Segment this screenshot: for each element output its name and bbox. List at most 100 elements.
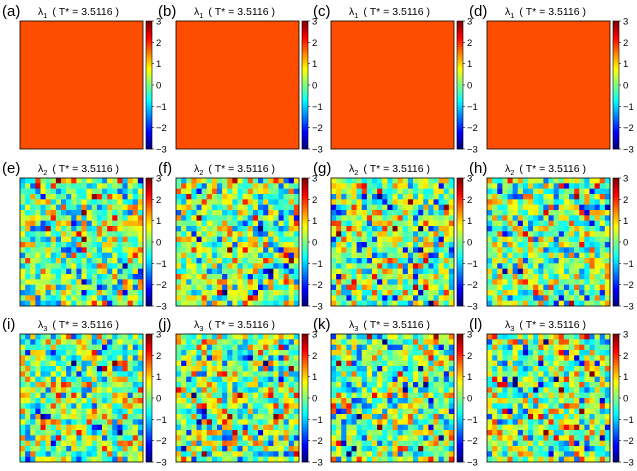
heatmap-cell xyxy=(372,236,378,243)
heatmap-cell xyxy=(418,279,424,285)
colorbar-swatch xyxy=(302,284,308,287)
heatmap-cell xyxy=(397,344,404,351)
heatmap-cell xyxy=(283,290,290,296)
colorbar-swatch xyxy=(302,49,308,52)
heatmap-cell xyxy=(50,279,57,285)
heatmap-cell xyxy=(528,220,534,227)
heatmap-cell xyxy=(122,247,128,253)
colorbar-swatch xyxy=(302,252,308,255)
heatmap-cell xyxy=(112,263,118,269)
heatmap-cell xyxy=(438,419,445,425)
heatmap-cell xyxy=(497,210,503,216)
heatmap-cell xyxy=(433,220,439,227)
heatmap-cell xyxy=(127,300,134,307)
heatmap-cell xyxy=(346,247,352,253)
heatmap-cell xyxy=(50,178,57,184)
heatmap-cell xyxy=(35,252,41,259)
heatmap-cell xyxy=(127,226,134,232)
heatmap-cell xyxy=(127,210,134,216)
heatmap-cell xyxy=(517,290,524,296)
heatmap-cell xyxy=(40,430,46,436)
heatmap-cell xyxy=(574,204,580,211)
colorbar-swatch xyxy=(146,63,152,66)
heatmap-cell xyxy=(117,451,123,457)
heatmap-cell xyxy=(407,382,414,388)
heatmap-cell xyxy=(45,194,52,200)
heatmap-cell xyxy=(433,210,439,216)
heatmap-cell xyxy=(201,344,208,351)
heatmap-cell xyxy=(40,376,46,383)
heatmap-cell xyxy=(137,199,144,205)
heatmap-cell xyxy=(252,183,259,189)
heatmap-cell xyxy=(45,220,52,227)
colorbar-swatch xyxy=(613,224,619,227)
colorbar-swatch xyxy=(146,192,152,195)
heatmap-cell xyxy=(356,446,363,452)
heatmap-cell xyxy=(45,247,52,253)
heatmap-cell xyxy=(377,284,383,291)
heatmap-cell xyxy=(278,178,284,184)
heatmap-cell xyxy=(217,371,223,377)
heatmap-cell xyxy=(206,360,213,367)
heatmap-cell xyxy=(428,188,434,195)
title-index: 1 xyxy=(354,11,358,20)
heatmap-cell xyxy=(443,236,450,243)
heatmap-cell xyxy=(211,274,218,280)
heatmap-cell xyxy=(107,451,113,457)
heatmap-cell xyxy=(201,183,208,189)
heatmap-cell xyxy=(487,178,493,184)
heatmap-cell xyxy=(66,334,72,340)
heatmap-cell xyxy=(176,360,182,367)
heatmap-cell xyxy=(336,398,342,404)
heatmap-cell xyxy=(512,290,519,296)
heatmap-cell xyxy=(96,194,103,200)
heatmap-cell xyxy=(55,194,62,200)
colorbar-swatch xyxy=(457,382,463,385)
heatmap-cell xyxy=(594,252,601,259)
colorbar-tick-label: 0 xyxy=(467,394,472,405)
heatmap-cell xyxy=(382,274,388,280)
heatmap-cell xyxy=(599,231,606,237)
heatmap-cell xyxy=(433,268,439,275)
colorbar-swatch xyxy=(146,47,152,50)
heatmap-cell xyxy=(191,279,197,285)
heatmap-cell xyxy=(413,252,419,259)
heatmap-cell xyxy=(61,220,67,227)
heatmap-cell xyxy=(186,231,192,237)
heatmap-cell xyxy=(366,371,373,377)
heatmap-cell xyxy=(217,226,223,232)
heatmap-cell xyxy=(604,247,611,253)
heatmap-cell xyxy=(382,300,388,307)
heatmap-cell xyxy=(91,178,98,184)
heatmap-cell xyxy=(392,387,398,393)
heatmap-cell xyxy=(522,290,529,296)
heatmap-cell xyxy=(107,419,113,425)
heatmap-cell xyxy=(413,451,419,457)
heatmap-cell xyxy=(448,295,455,301)
heatmap-cell xyxy=(288,344,295,351)
heatmap-cell xyxy=(372,344,378,351)
heatmap-cell xyxy=(366,284,373,291)
title-lambda: λ xyxy=(349,319,355,331)
heatmap-cell xyxy=(263,435,269,441)
heatmap-cell xyxy=(341,258,347,264)
heatmap-cell xyxy=(341,430,347,436)
colorbar-tick-label: 1 xyxy=(623,59,628,70)
heatmap-cell xyxy=(448,371,455,377)
heatmap-cell xyxy=(45,430,52,436)
heatmap-cell xyxy=(443,435,450,441)
heatmap-cell xyxy=(397,210,404,216)
heatmap-cell xyxy=(507,263,513,269)
heatmap-cell xyxy=(232,215,238,221)
heatmap-cell xyxy=(407,350,414,356)
heatmap-cell xyxy=(96,252,103,259)
heatmap-cell xyxy=(242,215,249,221)
colorbar-swatch xyxy=(146,83,152,86)
heatmap-cell xyxy=(341,284,347,291)
heatmap-cell xyxy=(45,376,52,383)
heatmap-cell xyxy=(361,366,368,372)
heatmap-cell xyxy=(433,446,439,452)
heatmap-cell xyxy=(372,242,378,248)
